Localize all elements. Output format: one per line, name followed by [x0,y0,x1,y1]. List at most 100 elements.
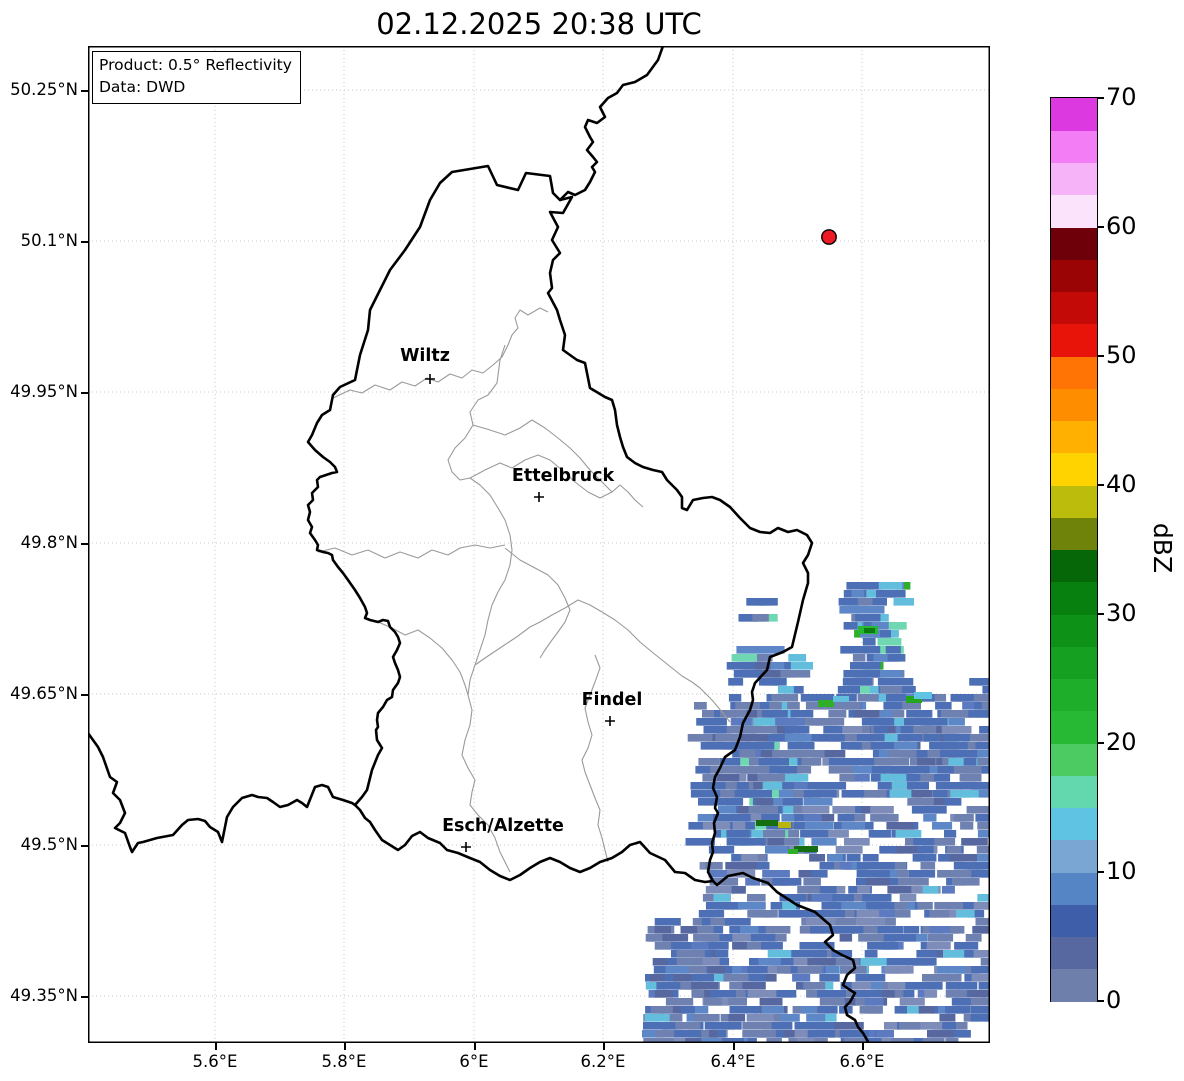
colorbar-band [1051,259,1097,292]
radar-bin [982,686,990,694]
radar-bin [898,878,921,886]
radar-bin [810,1022,837,1030]
radar-bin [732,822,746,830]
radar-bin [775,806,801,814]
x-tickmark [862,1043,864,1050]
radar-bin [952,998,970,1006]
colorbar-band [1051,710,1097,744]
radar-bin [913,726,937,734]
radar-bin [823,726,843,734]
radar-bin [860,686,889,694]
radar-bin [919,806,947,814]
radar-bin [729,1006,757,1014]
radar-bin [697,814,725,822]
radar-bin [963,758,977,766]
radar-bin [791,950,822,958]
radar-bin [747,710,772,718]
radar-bin [936,974,951,982]
radar-bin [807,958,836,966]
colorbar-tick-label: 20 [1106,728,1137,756]
radar-bin [865,926,883,934]
legend-data-line: Data: DWD [99,78,186,97]
radar-bin [889,766,916,774]
radar-speck [818,700,834,707]
radar-bin [957,902,980,910]
radar-bin [887,886,912,894]
colorbar-band [1051,420,1097,454]
radar-bin [705,734,724,742]
radar-bin [800,830,829,838]
radar-bin [691,990,718,998]
radar-bin [761,878,777,886]
radar-bin [695,766,711,774]
radar-speck [833,696,849,702]
radar-bin [861,718,877,726]
radar-bin [782,774,801,782]
radar-bin [703,726,724,734]
radar-bin [769,702,782,710]
radar-bin [932,822,953,830]
radar-bin [884,702,897,710]
colorbar-tick-label: 30 [1106,599,1137,627]
radar-bin [726,830,750,838]
radar-bin [879,710,893,718]
radar-bin [701,1030,718,1038]
radar-bin [873,726,888,734]
radar-bin [846,854,861,862]
radar-bin [949,854,977,862]
radar-bin [828,830,849,838]
colorbar-band [1051,452,1097,486]
radar-bin [960,822,974,830]
radar-bin [879,622,907,630]
colorbar-band [1051,839,1097,873]
radar-bin [713,814,730,822]
radar-bin [844,1038,868,1043]
radar-bin [857,694,887,702]
radar-bin [702,822,731,830]
radar-bin [886,822,914,830]
radar-bin [862,598,887,606]
y-tickmark [81,694,88,696]
radar-bin [841,822,866,830]
radar-bin [754,742,775,750]
radar-bin [738,614,758,622]
radar-bin [891,1038,914,1043]
radar-bin [838,598,861,606]
radar-bin [885,910,911,918]
y-tickmark [81,241,88,243]
radar-bin [952,750,978,758]
radar-bin [860,958,889,966]
radar-bin [932,774,951,782]
radar-bin [816,782,847,790]
radar-bin [975,918,990,926]
radar-bin [728,1014,746,1022]
radar-bin [913,838,935,846]
radar-bin [737,758,756,766]
radar-bin [652,958,668,966]
radar-bin [961,838,988,846]
radar-bin [707,1022,725,1030]
radar-bin [680,1006,694,1014]
radar-bin [945,1038,959,1043]
radar-bin [829,894,854,902]
radar-bin [721,998,747,1006]
radar-bin [962,702,981,710]
colorbar-band [1051,678,1097,712]
radar-bin [941,886,955,894]
radar-bin [747,910,772,918]
radar-bin [878,934,895,942]
radar-bin [923,734,944,742]
radar-bin [839,774,855,782]
radar-bin [714,950,729,958]
radar-bin [775,718,805,726]
radar-bin [978,982,990,990]
radar-bin [873,654,888,662]
radar-bin [702,774,717,782]
radar-bin [726,662,753,670]
colorbar-tick-label: 70 [1106,83,1137,111]
colorbar-tickmark [1097,871,1104,873]
radar-bin [824,702,847,710]
radar-bin [917,846,934,854]
radar-bin [698,798,724,806]
radar-bin [856,646,869,654]
